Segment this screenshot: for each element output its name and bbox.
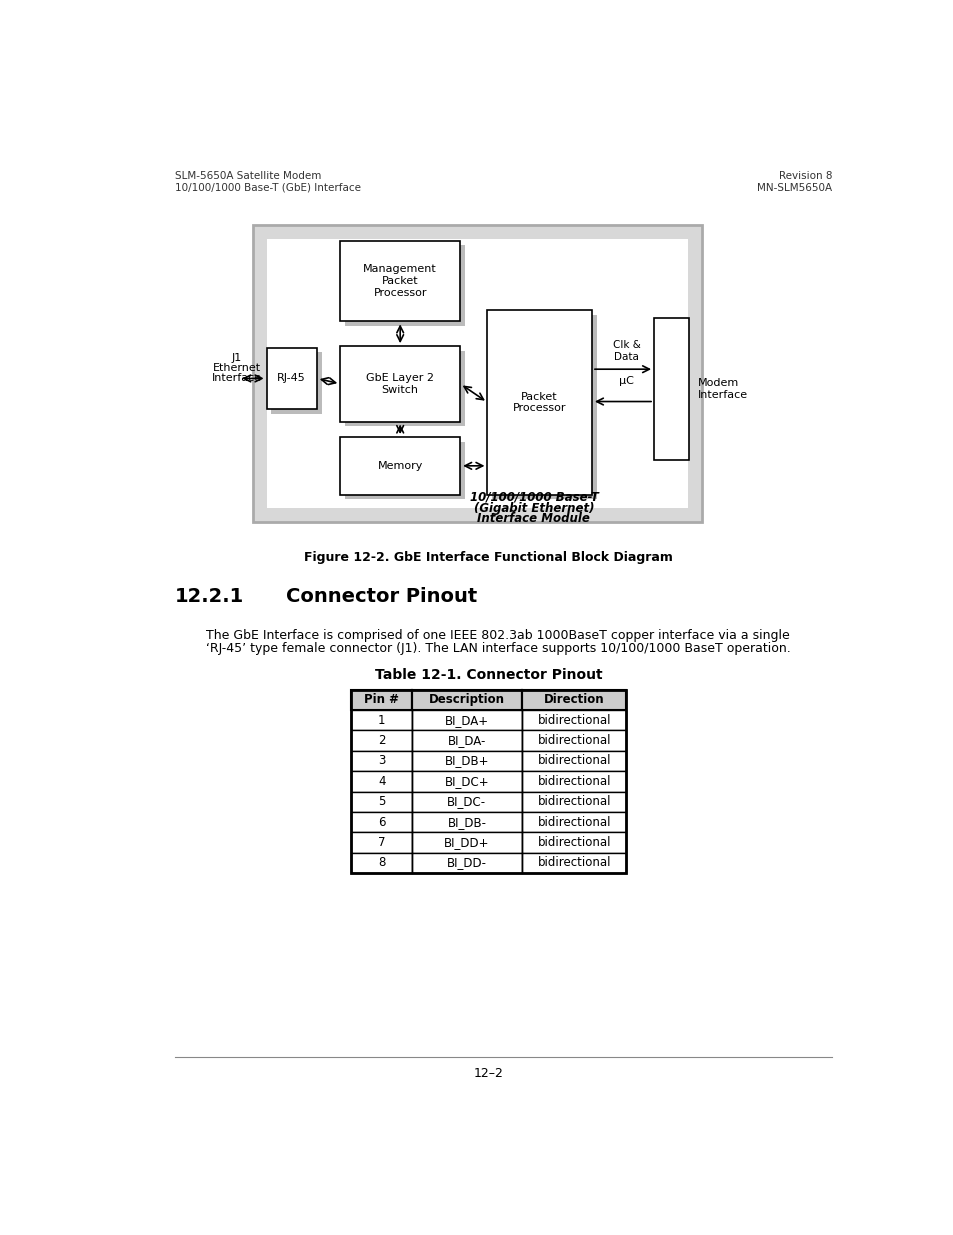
Text: 12–2: 12–2 bbox=[474, 1067, 503, 1079]
Text: BI_DD-: BI_DD- bbox=[446, 856, 486, 869]
Text: Clk &: Clk & bbox=[612, 340, 640, 350]
Text: Figure 12-2. GbE Interface Functional Block Diagram: Figure 12-2. GbE Interface Functional Bl… bbox=[304, 551, 673, 564]
Bar bbox=[521, 751, 626, 771]
Bar bbox=[521, 771, 626, 792]
Bar bbox=[521, 832, 626, 852]
Text: (Gigabit Ethernet): (Gigabit Ethernet) bbox=[473, 501, 594, 515]
Text: BI_DC-: BI_DC- bbox=[447, 795, 486, 808]
Text: μC: μC bbox=[618, 377, 634, 387]
Text: 10/100/1000 Base-T: 10/100/1000 Base-T bbox=[469, 492, 598, 504]
Bar bbox=[412, 832, 521, 852]
Text: SLM-5650A Satellite Modem: SLM-5650A Satellite Modem bbox=[174, 172, 321, 182]
Bar bbox=[412, 689, 521, 710]
Text: BI_DC+: BI_DC+ bbox=[444, 774, 489, 788]
Text: bidirectional: bidirectional bbox=[537, 734, 610, 747]
Bar bbox=[654, 317, 688, 461]
Text: 3: 3 bbox=[377, 755, 385, 767]
Text: 2: 2 bbox=[377, 734, 385, 747]
Text: Direction: Direction bbox=[543, 693, 604, 706]
Bar bbox=[412, 771, 521, 792]
Text: Revision 8: Revision 8 bbox=[778, 172, 831, 182]
Bar bbox=[521, 689, 626, 710]
Bar bbox=[340, 346, 459, 421]
Text: ‘RJ-45’ type female connector (J1). The LAN interface supports 10/100/1000 BaseT: ‘RJ-45’ type female connector (J1). The … bbox=[206, 642, 790, 655]
Bar bbox=[521, 852, 626, 873]
Bar bbox=[351, 811, 412, 832]
Bar bbox=[351, 852, 412, 873]
Bar bbox=[351, 771, 412, 792]
Bar bbox=[344, 246, 464, 326]
Bar bbox=[351, 751, 412, 771]
Bar bbox=[351, 792, 412, 811]
Text: 6: 6 bbox=[377, 815, 385, 829]
Text: 12.2.1: 12.2.1 bbox=[174, 587, 244, 606]
Text: bidirectional: bidirectional bbox=[537, 774, 610, 788]
Text: Interface Module: Interface Module bbox=[476, 513, 590, 526]
Bar bbox=[266, 240, 687, 508]
Text: bidirectional: bidirectional bbox=[537, 714, 610, 726]
Text: bidirectional: bidirectional bbox=[537, 836, 610, 848]
Bar bbox=[521, 811, 626, 832]
Bar bbox=[351, 710, 412, 730]
Bar bbox=[487, 310, 592, 495]
Bar bbox=[521, 730, 626, 751]
Text: 8: 8 bbox=[377, 856, 385, 869]
Text: BI_DA-: BI_DA- bbox=[447, 734, 486, 747]
Bar bbox=[351, 730, 412, 751]
Text: 10/100/1000 Base-T (GbE) Interface: 10/100/1000 Base-T (GbE) Interface bbox=[174, 183, 360, 193]
Bar bbox=[344, 442, 464, 499]
Bar bbox=[340, 437, 459, 495]
Text: The GbE Interface is comprised of one IEEE 802.3ab 1000BaseT copper interface vi: The GbE Interface is comprised of one IE… bbox=[206, 630, 789, 642]
Bar bbox=[412, 852, 521, 873]
Text: Management
Packet
Processor: Management Packet Processor bbox=[363, 264, 436, 298]
Text: Interface: Interface bbox=[212, 373, 262, 383]
Bar bbox=[412, 751, 521, 771]
Bar bbox=[271, 352, 321, 414]
Bar bbox=[340, 241, 459, 321]
Bar bbox=[412, 792, 521, 811]
Bar bbox=[412, 730, 521, 751]
Text: bidirectional: bidirectional bbox=[537, 856, 610, 869]
Bar bbox=[412, 811, 521, 832]
Bar bbox=[253, 225, 701, 521]
Bar bbox=[412, 710, 521, 730]
Text: BI_DB+: BI_DB+ bbox=[444, 755, 489, 767]
Text: bidirectional: bidirectional bbox=[537, 795, 610, 808]
Text: bidirectional: bidirectional bbox=[537, 815, 610, 829]
Bar bbox=[266, 347, 316, 409]
Text: Modem
Interface: Modem Interface bbox=[698, 378, 747, 400]
Text: MN-SLM5650A: MN-SLM5650A bbox=[757, 183, 831, 193]
Bar bbox=[344, 351, 464, 426]
Bar bbox=[351, 689, 412, 710]
Bar bbox=[521, 792, 626, 811]
Text: GbE Layer 2
Switch: GbE Layer 2 Switch bbox=[366, 373, 434, 395]
Text: BI_DD+: BI_DD+ bbox=[444, 836, 489, 848]
Text: Pin #: Pin # bbox=[364, 693, 398, 706]
Text: Packet
Processor: Packet Processor bbox=[513, 391, 566, 412]
Bar bbox=[521, 710, 626, 730]
Text: Table 12-1. Connector Pinout: Table 12-1. Connector Pinout bbox=[375, 668, 602, 682]
Bar bbox=[351, 689, 626, 873]
Text: BI_DA+: BI_DA+ bbox=[444, 714, 489, 726]
Text: Memory: Memory bbox=[377, 461, 422, 471]
Text: 1: 1 bbox=[377, 714, 385, 726]
Text: Description: Description bbox=[429, 693, 504, 706]
Text: RJ-45: RJ-45 bbox=[277, 373, 306, 383]
Text: bidirectional: bidirectional bbox=[537, 755, 610, 767]
Text: BI_DB-: BI_DB- bbox=[447, 815, 486, 829]
Text: 7: 7 bbox=[377, 836, 385, 848]
Text: 5: 5 bbox=[377, 795, 385, 808]
Bar bbox=[492, 315, 596, 499]
Text: Ethernet: Ethernet bbox=[213, 363, 261, 373]
Text: Data: Data bbox=[614, 352, 639, 362]
Bar bbox=[351, 832, 412, 852]
Text: Connector Pinout: Connector Pinout bbox=[286, 587, 476, 606]
Text: J1: J1 bbox=[232, 353, 242, 363]
Text: 4: 4 bbox=[377, 774, 385, 788]
